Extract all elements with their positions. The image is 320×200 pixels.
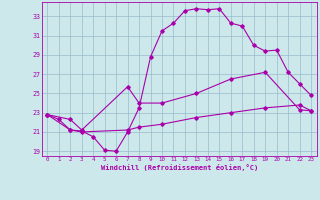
X-axis label: Windchill (Refroidissement éolien,°C): Windchill (Refroidissement éolien,°C) xyxy=(100,164,258,171)
